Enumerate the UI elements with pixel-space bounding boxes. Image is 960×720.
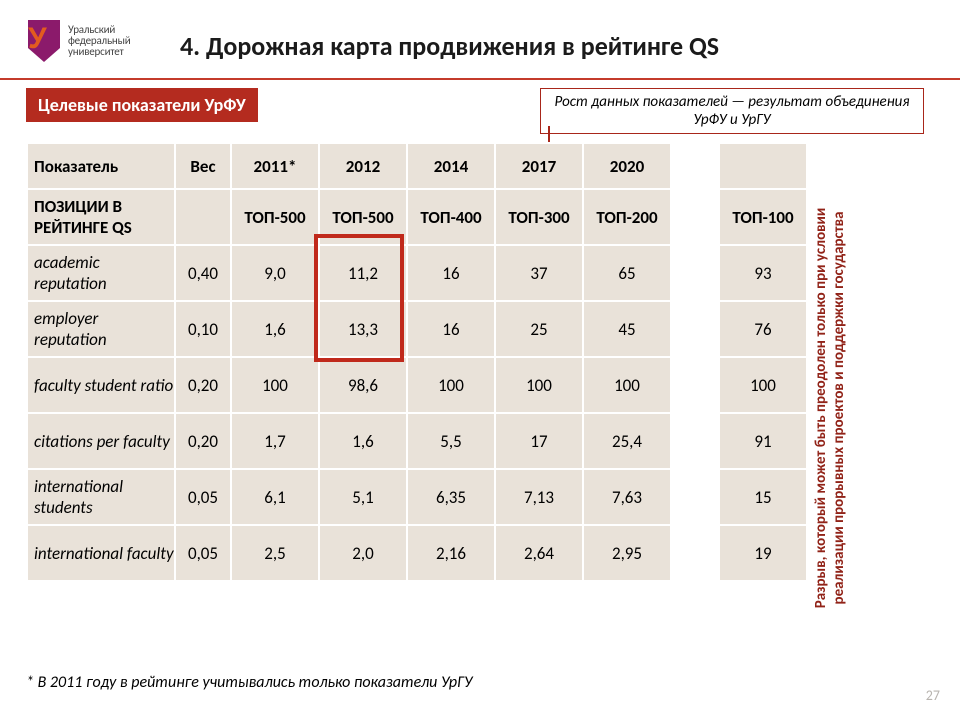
indicators-table: Показатель Вес 2011* 2012 2014 2017 2020… [26, 142, 808, 582]
cell-value: 0,20 [175, 413, 231, 469]
title-underline [0, 78, 960, 80]
th-2017: 2017 [495, 143, 583, 189]
cell-indicator: international students [27, 469, 175, 525]
cell-value: 0,05 [175, 525, 231, 581]
table-row: academic reputation0,409,011,2163765 93 [27, 245, 807, 301]
logo-text: Уральский федеральный университет [68, 18, 130, 57]
table-row: citations per faculty0,201,71,65,51725,4… [27, 413, 807, 469]
cell-target: 76 [719, 301, 807, 357]
cell-gap [671, 413, 719, 469]
cell-indicator: citations per faculty [27, 413, 175, 469]
svg-text:У: У [28, 22, 47, 55]
cell-value: 100 [583, 357, 671, 413]
cell-value: 65 [583, 245, 671, 301]
cell-target: ТОП-100 [719, 189, 807, 245]
cell-value: 0,40 [175, 245, 231, 301]
cell-value: 17 [495, 413, 583, 469]
cell-value: 2,0 [319, 525, 407, 581]
cell-value: 2,16 [407, 525, 495, 581]
cell-value: 1,7 [231, 413, 319, 469]
cell-indicator: international faculty [27, 525, 175, 581]
cell-value: 6,35 [407, 469, 495, 525]
cell-target: 100 [719, 357, 807, 413]
cell-value: 25,4 [583, 413, 671, 469]
cell-value: 2,64 [495, 525, 583, 581]
cell-gap [671, 357, 719, 413]
table-row: employer reputation0,101,613,3162545 76 [27, 301, 807, 357]
table-body: ПОЗИЦИИ В РЕЙТИНГЕ QSТОП-500ТОП-500ТОП-4… [27, 189, 807, 581]
th-weight: Вес [175, 143, 231, 189]
table-row: international students0,056,15,16,357,13… [27, 469, 807, 525]
cell-value: 25 [495, 301, 583, 357]
cell-value: 6,1 [231, 469, 319, 525]
cell-indicator: ПОЗИЦИИ В РЕЙТИНГЕ QS [27, 189, 175, 245]
logo-line3: университет [68, 46, 130, 57]
cell-value: 5,5 [407, 413, 495, 469]
cell-target: 91 [719, 413, 807, 469]
th-indicator: Показатель [27, 143, 175, 189]
cell-value: 100 [231, 357, 319, 413]
cell-value: 13,3 [319, 301, 407, 357]
cell-value: ТОП-500 [231, 189, 319, 245]
cell-value: 2,95 [583, 525, 671, 581]
cell-value [175, 189, 231, 245]
cell-value: ТОП-400 [407, 189, 495, 245]
cell-value: 100 [495, 357, 583, 413]
page-title: 4. Дорожная карта продвижения в рейтинге… [180, 30, 719, 62]
th-2012: 2012 [319, 143, 407, 189]
th-2020: 2020 [583, 143, 671, 189]
section-badge: Целевые показатели УрФУ [26, 88, 258, 122]
cell-value: 45 [583, 301, 671, 357]
cell-target: 93 [719, 245, 807, 301]
cell-gap [671, 469, 719, 525]
cell-value: 16 [407, 245, 495, 301]
cell-value: 0,20 [175, 357, 231, 413]
page-number: 27 [926, 687, 940, 704]
callout-box: Рост данных показателей — результат объе… [540, 88, 924, 134]
cell-value: 2,5 [231, 525, 319, 581]
cell-value: 7,63 [583, 469, 671, 525]
cell-indicator: employer reputation [27, 301, 175, 357]
cell-gap [671, 189, 719, 245]
cell-value: ТОП-200 [583, 189, 671, 245]
cell-value: 100 [407, 357, 495, 413]
cell-gap [671, 245, 719, 301]
cell-value: 98,6 [319, 357, 407, 413]
cell-gap [671, 525, 719, 581]
cell-value: 5,1 [319, 469, 407, 525]
cell-value: 7,13 [495, 469, 583, 525]
cell-target: 19 [719, 525, 807, 581]
vertical-note-container: Разрыв, который может быть преодолен тол… [806, 190, 854, 630]
table-row: ПОЗИЦИИ В РЕЙТИНГЕ QSТОП-500ТОП-500ТОП-4… [27, 189, 807, 245]
table-row: faculty student ratio0,2010098,610010010… [27, 357, 807, 413]
footnote: * В 2011 году в рейтинге учитывались тол… [26, 673, 472, 692]
university-logo: У Уральский федеральный университет [24, 18, 130, 64]
cell-value: ТОП-300 [495, 189, 583, 245]
cell-indicator: academic reputation [27, 245, 175, 301]
cell-value: 16 [407, 301, 495, 357]
logo-mark-icon: У [24, 18, 64, 64]
vertical-note: Разрыв, который может быть преодолен тол… [812, 188, 848, 628]
table-header-row: Показатель Вес 2011* 2012 2014 2017 2020 [27, 143, 807, 189]
cell-value: ТОП-500 [319, 189, 407, 245]
table-row: international faculty0,052,52,02,162,642… [27, 525, 807, 581]
cell-indicator: faculty student ratio [27, 357, 175, 413]
cell-target: 15 [719, 469, 807, 525]
th-target [719, 143, 807, 189]
th-gap [671, 143, 719, 189]
cell-gap [671, 301, 719, 357]
cell-value: 11,2 [319, 245, 407, 301]
th-2011: 2011* [231, 143, 319, 189]
cell-value: 0,10 [175, 301, 231, 357]
cell-value: 9,0 [231, 245, 319, 301]
th-2014: 2014 [407, 143, 495, 189]
cell-value: 1,6 [319, 413, 407, 469]
cell-value: 1,6 [231, 301, 319, 357]
cell-value: 0,05 [175, 469, 231, 525]
cell-value: 37 [495, 245, 583, 301]
